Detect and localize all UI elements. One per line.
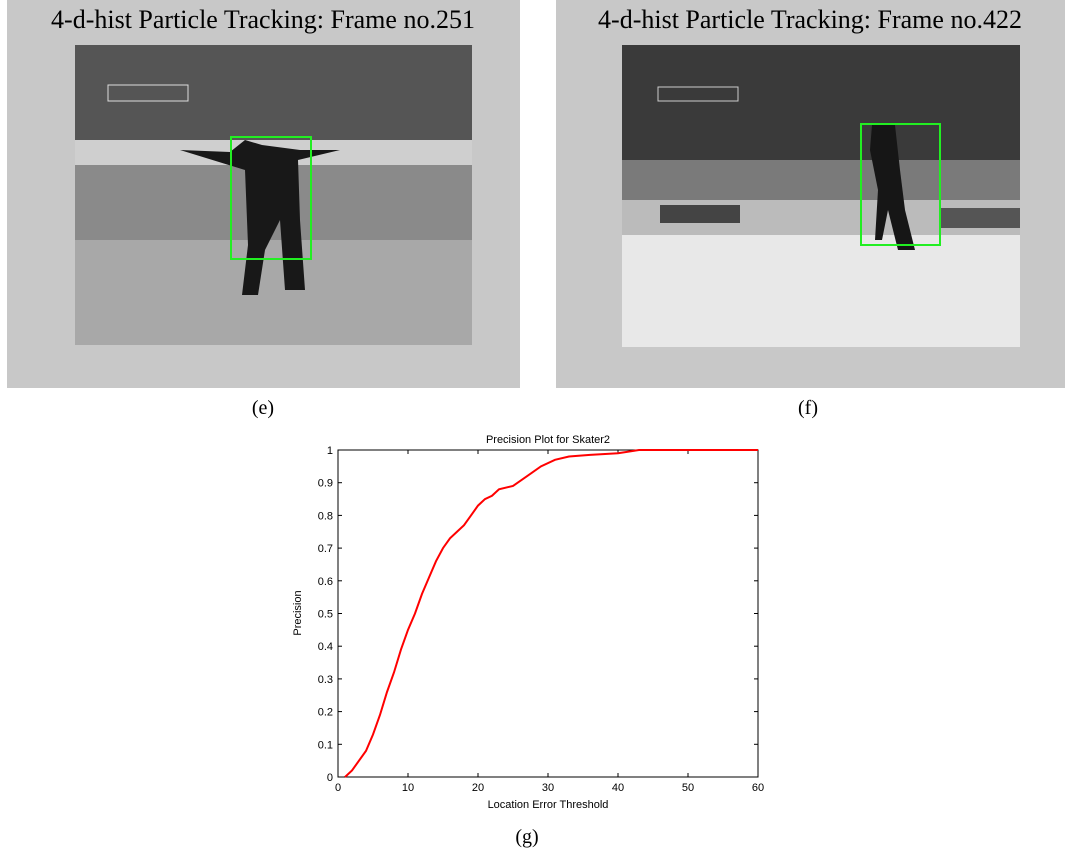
y-tick-label: 0: [327, 772, 333, 784]
panel-caption: (e): [252, 397, 274, 419]
panel-title: 4-d-hist Particle Tracking: Frame no.251: [51, 5, 475, 34]
x-tick-label: 50: [682, 782, 694, 794]
x-tick-label: 0: [335, 782, 341, 794]
x-axis-label: Location Error Threshold: [488, 799, 609, 811]
chart-caption: (g): [515, 826, 538, 848]
y-tick-label: 0.8: [318, 510, 333, 522]
y-tick-label: 0.7: [318, 543, 333, 555]
y-tick-label: 0.1: [318, 739, 333, 751]
y-tick-label: 0.5: [318, 609, 333, 621]
video-frame: [75, 45, 472, 345]
figure: 4-d-hist Particle Tracking: Frame no.251…: [0, 0, 1065, 852]
panel-title: 4-d-hist Particle Tracking: Frame no.422: [598, 5, 1022, 34]
y-tick-label: 0.4: [318, 641, 333, 653]
x-tick-label: 30: [542, 782, 554, 794]
x-tick-label: 60: [752, 782, 764, 794]
x-tick-label: 40: [612, 782, 624, 794]
x-tick-label: 10: [402, 782, 414, 794]
plot-area: [338, 450, 758, 777]
y-tick-label: 1: [327, 445, 333, 457]
y-tick-label: 0.9: [318, 478, 333, 490]
y-axis-label: Precision: [292, 590, 304, 635]
chart-title: Precision Plot for Skater2: [486, 434, 610, 446]
y-tick-label: 0.2: [318, 707, 333, 719]
panel-caption: (f): [798, 397, 818, 419]
y-tick-label: 0.6: [318, 576, 333, 588]
y-tick-label: 0.3: [318, 674, 333, 686]
x-tick-label: 20: [472, 782, 484, 794]
video-frame: [622, 45, 1020, 347]
